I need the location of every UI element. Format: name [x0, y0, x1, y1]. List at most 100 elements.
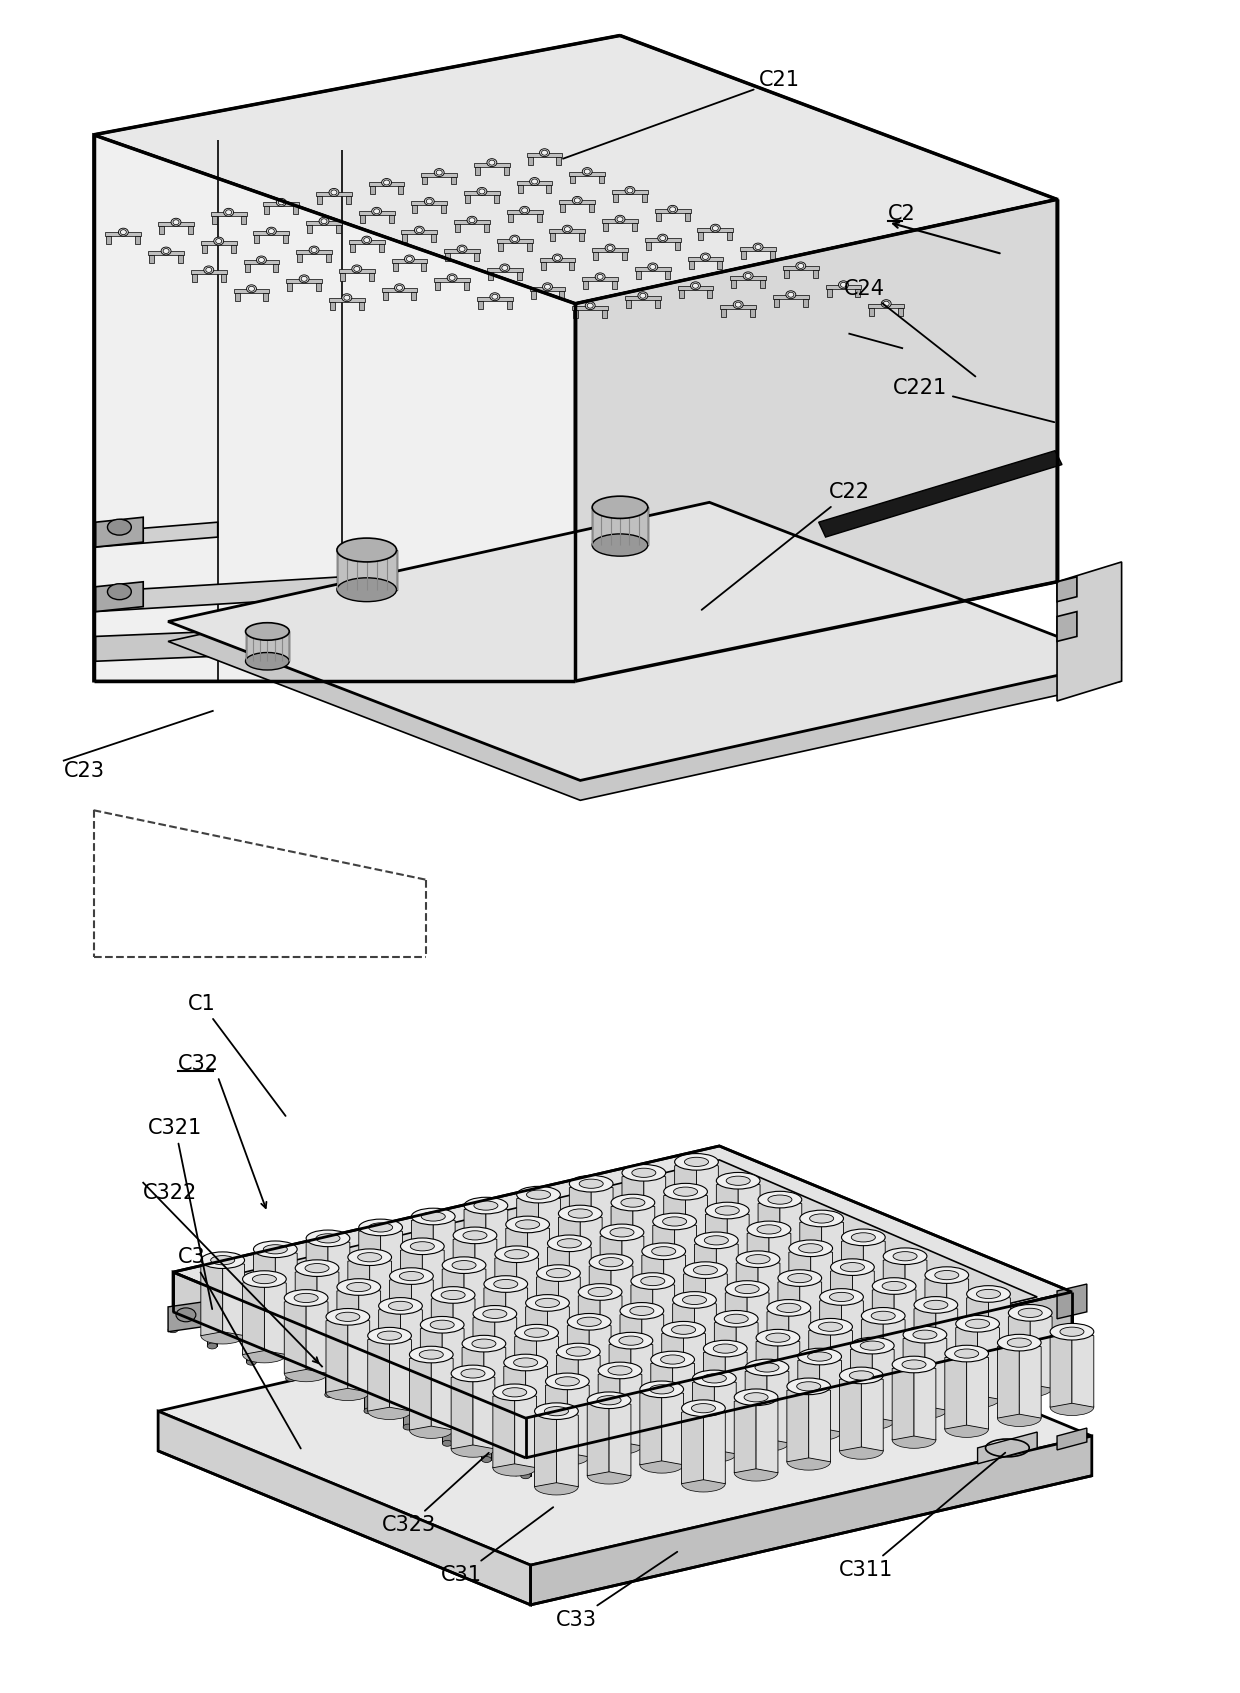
Ellipse shape — [500, 264, 510, 273]
Ellipse shape — [513, 1358, 538, 1368]
Ellipse shape — [642, 1243, 686, 1260]
Ellipse shape — [642, 1319, 686, 1336]
Polygon shape — [578, 1292, 600, 1368]
Polygon shape — [288, 283, 293, 291]
Polygon shape — [655, 210, 691, 213]
Polygon shape — [732, 279, 737, 288]
Ellipse shape — [596, 1395, 621, 1405]
Ellipse shape — [787, 1454, 831, 1470]
Ellipse shape — [401, 1238, 444, 1255]
Ellipse shape — [403, 1424, 413, 1431]
Ellipse shape — [536, 1299, 559, 1307]
Ellipse shape — [820, 1365, 863, 1381]
Polygon shape — [382, 288, 418, 291]
Text: C32: C32 — [179, 1053, 219, 1073]
Ellipse shape — [883, 1248, 928, 1265]
Polygon shape — [600, 1233, 622, 1309]
Polygon shape — [905, 1256, 928, 1332]
Polygon shape — [570, 176, 575, 183]
Polygon shape — [663, 1251, 686, 1327]
Polygon shape — [378, 1305, 401, 1381]
Polygon shape — [263, 293, 268, 301]
Ellipse shape — [892, 1356, 936, 1373]
Ellipse shape — [1060, 1327, 1084, 1336]
Polygon shape — [688, 261, 693, 269]
Ellipse shape — [755, 1363, 779, 1371]
Ellipse shape — [213, 237, 223, 245]
Ellipse shape — [662, 1217, 687, 1226]
Polygon shape — [977, 1324, 999, 1398]
Polygon shape — [503, 1363, 526, 1437]
Ellipse shape — [768, 1195, 792, 1204]
Ellipse shape — [404, 256, 414, 262]
Ellipse shape — [997, 1410, 1042, 1427]
Polygon shape — [454, 220, 490, 223]
Polygon shape — [465, 195, 470, 203]
Polygon shape — [672, 1359, 694, 1436]
Ellipse shape — [611, 1194, 655, 1210]
Polygon shape — [682, 1409, 703, 1483]
Polygon shape — [642, 195, 647, 203]
Ellipse shape — [547, 1268, 570, 1278]
Ellipse shape — [458, 245, 467, 252]
Ellipse shape — [620, 1378, 663, 1395]
Polygon shape — [718, 261, 723, 269]
Ellipse shape — [622, 1239, 666, 1256]
Ellipse shape — [427, 198, 433, 203]
Polygon shape — [748, 1229, 769, 1305]
Polygon shape — [339, 269, 374, 273]
Polygon shape — [398, 186, 403, 195]
Polygon shape — [825, 1388, 833, 1403]
Ellipse shape — [883, 1324, 928, 1341]
Polygon shape — [527, 152, 563, 157]
Polygon shape — [326, 1317, 348, 1392]
Ellipse shape — [203, 266, 213, 274]
Ellipse shape — [410, 1241, 434, 1251]
Ellipse shape — [263, 1244, 288, 1255]
Polygon shape — [521, 1458, 531, 1476]
Polygon shape — [655, 300, 660, 308]
Ellipse shape — [436, 169, 443, 174]
Polygon shape — [569, 1183, 591, 1260]
Ellipse shape — [967, 1285, 1011, 1302]
Text: C311: C311 — [838, 1453, 1006, 1580]
Polygon shape — [883, 1315, 905, 1392]
Polygon shape — [95, 582, 144, 611]
Polygon shape — [631, 1282, 652, 1356]
Polygon shape — [201, 1260, 223, 1336]
Polygon shape — [620, 1370, 642, 1446]
Polygon shape — [241, 217, 246, 223]
Ellipse shape — [615, 215, 625, 223]
Polygon shape — [336, 225, 341, 234]
Polygon shape — [770, 251, 775, 259]
Polygon shape — [432, 234, 436, 242]
Polygon shape — [662, 1390, 683, 1464]
Ellipse shape — [216, 239, 222, 244]
Ellipse shape — [378, 1373, 423, 1390]
Ellipse shape — [777, 1346, 822, 1361]
Polygon shape — [495, 1314, 517, 1390]
Polygon shape — [539, 257, 575, 262]
Polygon shape — [531, 1436, 1091, 1605]
Polygon shape — [1030, 1312, 1052, 1388]
Polygon shape — [401, 1305, 423, 1381]
Polygon shape — [346, 196, 351, 205]
Polygon shape — [464, 281, 469, 290]
Ellipse shape — [800, 1285, 843, 1302]
Ellipse shape — [419, 1349, 443, 1359]
Ellipse shape — [388, 1302, 413, 1310]
Ellipse shape — [808, 1393, 852, 1410]
Ellipse shape — [201, 1251, 244, 1268]
Polygon shape — [851, 1346, 872, 1420]
Ellipse shape — [702, 1373, 727, 1383]
Polygon shape — [515, 1392, 537, 1468]
Polygon shape — [738, 1180, 760, 1256]
Ellipse shape — [326, 1383, 370, 1400]
Ellipse shape — [383, 179, 389, 185]
Ellipse shape — [631, 1273, 675, 1290]
Polygon shape — [393, 262, 398, 271]
Polygon shape — [557, 157, 562, 164]
Ellipse shape — [756, 1405, 800, 1422]
Ellipse shape — [883, 301, 889, 306]
Ellipse shape — [660, 235, 666, 240]
